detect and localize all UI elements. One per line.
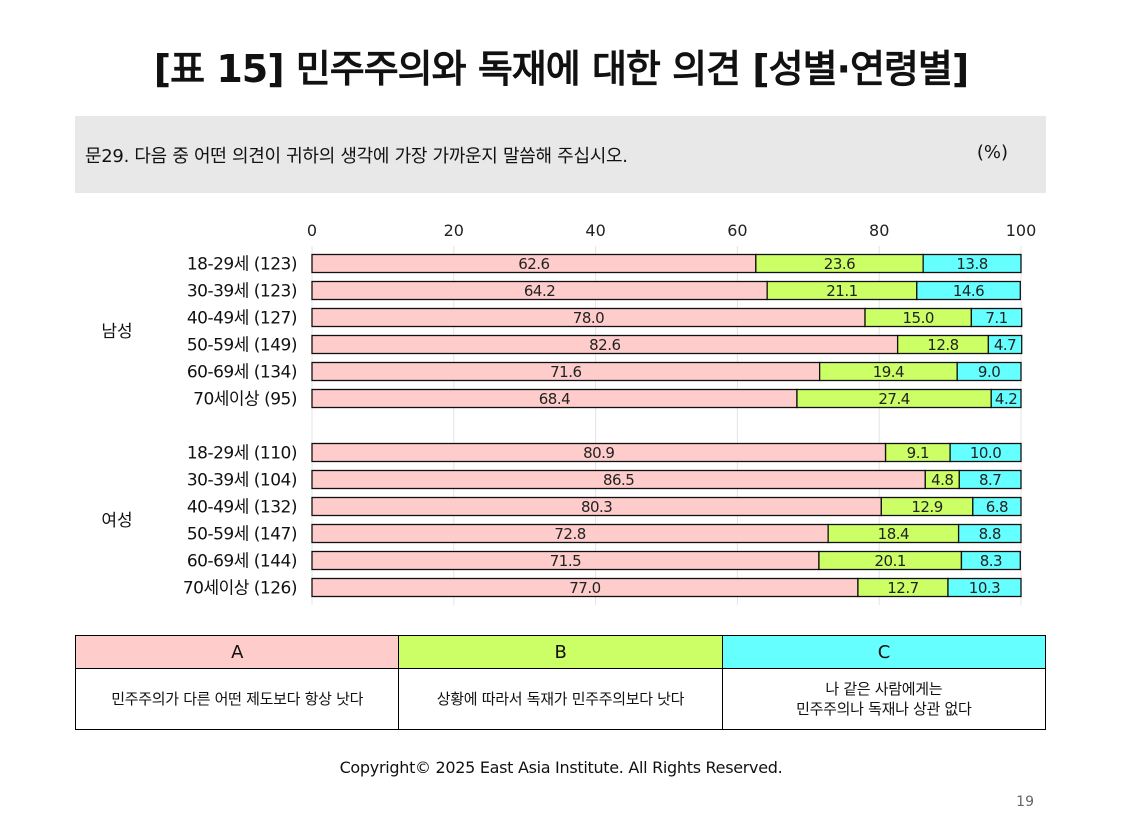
legend-text-c: 나 같은 사람에게는 민주주의나 독재나 상관 없다 [721, 668, 1047, 730]
data-label: 10.3 [969, 579, 1000, 597]
bar-segment-c [957, 523, 1022, 544]
data-label: 8.8 [979, 525, 1001, 543]
data-label: 9.1 [907, 444, 929, 462]
data-label: 15.0 [902, 309, 933, 327]
data-label: 6.8 [986, 498, 1008, 516]
data-label: 77.0 [569, 579, 600, 597]
data-label: 71.5 [550, 552, 581, 570]
bar-segment-c [987, 334, 1023, 355]
x-tick-label: 80 [869, 221, 889, 240]
category-label: 18-29세 (123) [187, 255, 297, 275]
group-label: 남성 [101, 322, 132, 342]
stacked-bar-chart: 0 20 40 60 80 100 18-29세 (123) 62.6 23.6 13.8 30-3… [101, 221, 1037, 605]
category-label: 60-69세 (144) [187, 552, 297, 572]
question-box: 문29. 다음 중 어떤 의견이 귀하의 생각에 가장 가까운지 말씀해 주십시… [75, 116, 1046, 193]
category-label: 30-39세 (123) [187, 282, 297, 302]
data-label: 7.1 [985, 309, 1007, 327]
bar-segment-c [970, 307, 1023, 328]
legend-key-a: A [74, 635, 400, 669]
data-label: 8.7 [979, 471, 1001, 489]
data-label: 80.9 [583, 444, 614, 462]
category-label: 70세이상 (126) [183, 579, 297, 599]
data-label: 71.6 [550, 363, 581, 381]
bar-segment-c [949, 442, 1022, 463]
data-label: 23.6 [824, 255, 855, 273]
x-tick-label: 40 [585, 221, 605, 240]
data-label: 27.4 [878, 390, 909, 408]
category-label: 70세이상 (95) [193, 390, 297, 410]
group-label: 여성 [101, 511, 132, 531]
data-label: 14.6 [953, 282, 984, 300]
category-label: 60-69세 (134) [187, 363, 297, 383]
copyright-footer: Copyright© 2025 East Asia Institute. All… [339, 758, 783, 777]
bar-segment-c [972, 496, 1022, 517]
page-title: [표 15] 민주주의와 독재에 대한 의견 [성별·연령별] [153, 47, 969, 91]
data-label: 9.0 [978, 363, 1000, 381]
data-label: 64.2 [524, 282, 555, 300]
data-label: 20.1 [874, 552, 905, 570]
category-label: 40-49세 (127) [187, 309, 297, 329]
data-label: 4.2 [995, 390, 1017, 408]
category-label: 30-39세 (104) [187, 471, 297, 491]
data-label: 12.9 [911, 498, 942, 516]
data-label: 62.6 [518, 255, 549, 273]
data-label: 68.4 [539, 390, 570, 408]
legend-text-a: 민주주의가 다른 어떤 제도보다 항상 낫다 [74, 668, 400, 730]
data-label: 86.5 [603, 471, 634, 489]
bar-segment-c [956, 361, 1022, 382]
x-tick-label: 20 [444, 221, 464, 240]
data-label: 4.7 [994, 336, 1016, 354]
data-label: 80.3 [581, 498, 612, 516]
bar-segment-c [958, 469, 1022, 490]
category-label: 50-59세 (149) [187, 336, 297, 356]
question-text: 문29. 다음 중 어떤 의견이 귀하의 생각에 가장 가까운지 말씀해 주십시… [85, 146, 628, 167]
bar-segment-c [960, 550, 1021, 571]
legend-key-b: B [398, 635, 723, 669]
data-label: 72.8 [554, 525, 585, 543]
x-tick-label: 100 [1006, 221, 1037, 240]
bar-segment-c [922, 253, 1022, 274]
data-label: 10.0 [970, 444, 1001, 462]
data-label: 13.8 [956, 255, 987, 273]
bar-segment-c [947, 577, 1022, 598]
data-label: 82.6 [589, 336, 620, 354]
legend-text-b: 상황에 따라서 독재가 민주주의보다 낫다 [398, 668, 723, 730]
data-label: 18.4 [878, 525, 909, 543]
legend-table: A B C 민주주의가 다른 어떤 제도보다 항상 낫다 상황에 따라서 독재가… [74, 635, 1047, 730]
bar-segment-c [990, 388, 1022, 409]
category-label: 40-49세 (132) [187, 498, 297, 518]
data-label: 12.8 [927, 336, 958, 354]
category-label: 18-29세 (110) [187, 444, 297, 464]
data-label: 4.8 [931, 471, 953, 489]
legend-key-c: C [721, 635, 1047, 669]
data-label: 19.4 [873, 363, 904, 381]
data-label: 78.0 [573, 309, 604, 327]
unit-label: (%) [976, 142, 1008, 163]
data-label: 12.7 [887, 579, 918, 597]
data-label: 8.3 [980, 552, 1002, 570]
bar-segment-c [916, 280, 1021, 301]
x-tick-label: 0 [307, 221, 317, 240]
data-label: 21.1 [826, 282, 857, 300]
page-number: 19 [1016, 794, 1034, 810]
category-label: 50-59세 (147) [187, 525, 297, 545]
x-tick-label: 60 [727, 221, 747, 240]
